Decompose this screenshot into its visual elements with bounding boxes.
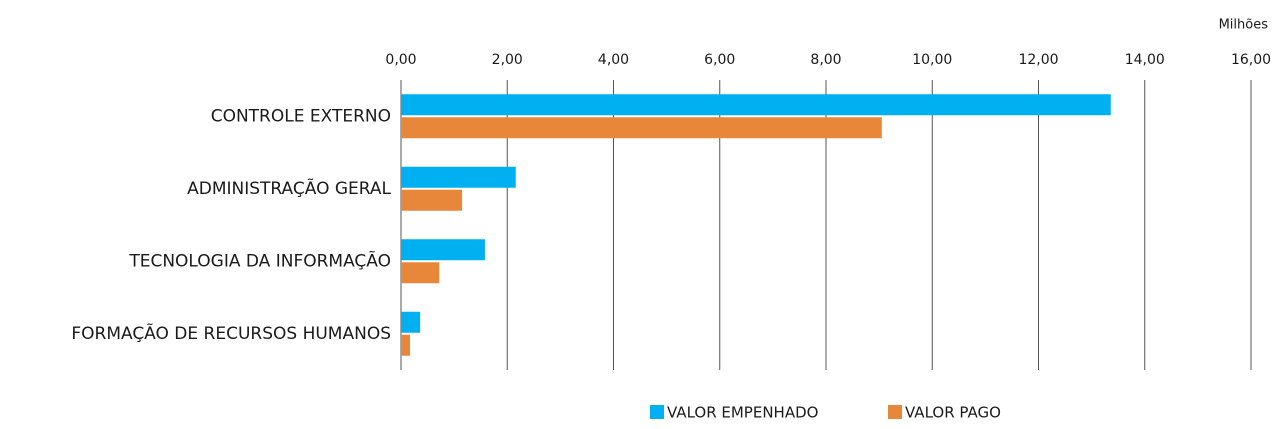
x-tick-label: 4,00 [598,52,629,68]
bar [401,262,440,284]
legend-label: VALOR PAGO [905,404,1001,422]
x-tick-label: 14,00 [1125,52,1165,68]
bar [401,166,516,188]
category-label: ADMINISTRAÇÃO GERAL [187,177,391,199]
x-tick-label: 0,00 [385,52,416,68]
x-tick-label: 16,00 [1231,52,1271,68]
bar [401,239,485,261]
bar [401,117,882,139]
legend-swatch [650,405,664,419]
legend-label: VALOR EMPENHADO [667,404,818,422]
category-label: CONTROLE EXTERNO [211,106,391,126]
bar [401,334,411,356]
x-tick-label: 12,00 [1018,52,1058,68]
x-tick-label: 10,00 [912,52,952,68]
category-label: FORMAÇÃO DE RECURSOS HUMANOS [71,322,391,344]
legend-swatch [888,405,902,419]
x-tick-label: 8,00 [810,52,841,68]
x-tick-label: 2,00 [492,52,523,68]
x-tick-label: 6,00 [704,52,735,68]
bar [401,189,463,211]
bar [401,94,1111,116]
category-label: TECNOLOGIA DA INFORMAÇÃO [128,249,391,271]
bar [401,311,421,333]
axis-unit-label: Milhões [1219,18,1269,33]
